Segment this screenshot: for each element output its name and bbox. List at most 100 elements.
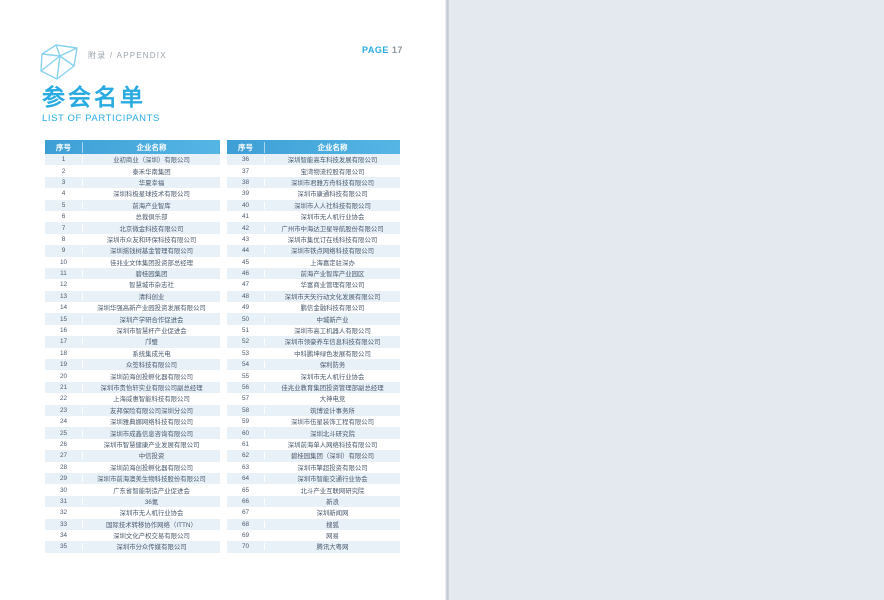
page-label: PAGE <box>362 45 389 55</box>
column-header-company: 企业名称 <box>136 142 167 152</box>
row-number: 69 <box>227 532 265 540</box>
row-number: 20 <box>45 372 83 380</box>
company-name: 上海嘉定驻深办 <box>310 259 355 267</box>
table-row: 61 深圳前海单人网络科技有限公司 <box>227 438 400 451</box>
table-row: 70 腾讯大粤网 <box>227 541 400 553</box>
row-number: 2 <box>45 167 83 175</box>
table-row: 18 系统集成光电 <box>45 347 220 360</box>
table-row: 15 深圳产学研合作促进会 <box>45 313 220 325</box>
table-row: 60 深圳北斗研究院 <box>227 427 400 439</box>
table-row: 48 深圳市天矢行动文化发展有限公司 <box>227 290 400 303</box>
table-row: 24 深圳雅典娜网络科技有限公司 <box>45 415 220 428</box>
row-number: 40 <box>227 201 265 209</box>
company-name: 新浪 <box>326 498 339 506</box>
company-name: 佳兆业文体集团投资部总经理 <box>109 259 194 267</box>
company-name: 深圳市无人机行业协会 <box>300 373 365 381</box>
row-number: 64 <box>227 475 265 483</box>
table-row: 41 深圳市无人机行业协会 <box>227 210 400 223</box>
company-name: 深圳北斗研究院 <box>310 430 355 438</box>
company-name: 深圳新闻网 <box>316 510 349 518</box>
company-name: 深圳市领豪养车信息科技有限公司 <box>284 339 381 347</box>
row-number: 3 <box>45 178 83 186</box>
table-body: 36 深圳智能高车科技发展有限公司 37 宝湾物流控股有限公司 38 深圳市君雅… <box>227 154 400 553</box>
row-number: 13 <box>45 292 83 300</box>
table-body: 1 业初商业（深圳）有限公司 2 泰禾华南集团 3 华夏幸福 4 <box>45 154 220 553</box>
table-row: 40 深圳市人人社科技有限公司 <box>227 199 400 211</box>
company-name: 系统集成光电 <box>132 350 171 358</box>
table-row: 67 深圳新闻网 <box>227 507 400 519</box>
table-row: 43 深圳市集优订在线科技有限公司 <box>227 233 400 246</box>
company-name: 深圳市人人社科技有限公司 <box>294 202 371 210</box>
table-row: 54 保利防务 <box>227 359 400 371</box>
company-name: 鹏信金融科技有限公司 <box>300 305 365 313</box>
table-row: 52 深圳市领豪养车信息科技有限公司 <box>227 336 400 348</box>
table-row: 23 友邦保险有限公司深圳分公司 <box>45 404 220 416</box>
table-row: 66 新浪 <box>227 495 400 508</box>
table-row: 3 华夏幸福 <box>45 176 220 189</box>
table-row: 65 北斗产业互联网研究院 <box>227 484 400 496</box>
row-number: 51 <box>227 327 265 335</box>
table-row: 62 碧桂园集团（深圳）有限公司 <box>227 450 400 462</box>
row-number: 38 <box>227 178 265 186</box>
table-row: 7 北京微金科技有限公司 <box>45 222 220 234</box>
company-name: 深圳前海创投孵化器有限公司 <box>109 464 194 472</box>
company-name: 深圳产学研合作促进会 <box>119 316 184 324</box>
company-name: 清科创业 <box>138 293 165 301</box>
table-row: 36 深圳智能高车科技发展有限公司 <box>227 154 400 166</box>
table-row: 9 深圳摇钱树基金管理有限公司 <box>45 245 220 257</box>
page-edge-divider <box>445 0 449 600</box>
table-row: 63 深圳市擎超投资有限公司 <box>227 461 400 473</box>
table-row: 8 深圳市众友和环保科技有限公司 <box>45 233 220 246</box>
company-name: 深圳文化产权交易有限公司 <box>113 533 190 541</box>
row-number: 44 <box>227 247 265 255</box>
table-row: 26 深圳市智慧健康产业发展有限公司 <box>45 438 220 451</box>
row-number: 68 <box>227 520 265 528</box>
table-row: 13 清科创业 <box>45 290 220 303</box>
row-number: 9 <box>45 247 83 255</box>
row-number: 57 <box>227 395 265 403</box>
company-name: 中科鹏坤绿色发展有限公司 <box>294 350 371 358</box>
company-name: 广东省智能制造产业促进会 <box>113 487 190 495</box>
table-row: 2 泰禾华南集团 <box>45 165 220 177</box>
row-number: 41 <box>227 213 265 221</box>
company-name: 深圳市前海澳美生物科技股份有限公司 <box>97 476 206 484</box>
company-name: 总裁俱乐部 <box>135 214 168 222</box>
company-name: 国际技术转移协作网络（ITTN） <box>106 521 197 529</box>
table-row: 46 前海产业智库产业园区 <box>227 267 400 280</box>
company-name: 佳兆业教育集团投资管理部副总经理 <box>281 385 384 392</box>
row-number: 65 <box>227 486 265 494</box>
row-number: 31 <box>45 497 83 505</box>
row-number: 60 <box>227 429 265 437</box>
participants-table-left: 序号 企业名称 1 业初商业（深圳）有限公司 2 泰禾华南集团 <box>45 140 220 553</box>
company-name: 上海威惠智能科技有限公司 <box>113 396 190 404</box>
table-row: 50 中城新产业 <box>227 313 400 325</box>
company-name: 深圳前海创投孵化器有限公司 <box>109 373 194 381</box>
company-name: 前海产业智库产业园区 <box>300 271 365 279</box>
company-name: 深圳市智慧健康产业发展有限公司 <box>103 441 200 449</box>
company-name: 深圳摇钱树基金管理有限公司 <box>109 248 194 256</box>
company-name: 宝湾物流控股有限公司 <box>300 168 365 176</box>
row-number: 12 <box>45 281 83 289</box>
table-row: 34 深圳文化产权交易有限公司 <box>45 529 220 542</box>
row-number: 10 <box>45 258 83 266</box>
row-number: 16 <box>45 327 83 335</box>
company-name: 深圳华强高新产业园投资发展有限公司 <box>97 305 206 313</box>
company-name: 深圳市智慧杆产业促进会 <box>116 328 187 336</box>
company-name: 碧桂园集团 <box>135 271 168 279</box>
page-subtitle: LIST OF PARTICIPANTS <box>42 113 160 124</box>
table-row: 39 深圳市康通科技有限公司 <box>227 188 400 200</box>
company-name: 深圳市高工机器人有限公司 <box>294 328 371 336</box>
row-number: 67 <box>227 509 265 517</box>
row-number: 15 <box>45 315 83 323</box>
table-row: 31 36氪 <box>45 495 220 508</box>
company-name: 深圳市君雅方舟科技有限公司 <box>290 179 375 187</box>
page-indicator: PAGE 17 <box>362 45 403 55</box>
row-number: 6 <box>45 213 83 221</box>
row-number: 30 <box>45 486 83 494</box>
row-number: 37 <box>227 167 265 175</box>
company-name: 深圳市众友和环保科技有限公司 <box>106 236 197 244</box>
row-number: 5 <box>45 201 83 209</box>
row-number: 25 <box>45 429 83 437</box>
company-name: 深圳市康通科技有限公司 <box>297 191 368 199</box>
